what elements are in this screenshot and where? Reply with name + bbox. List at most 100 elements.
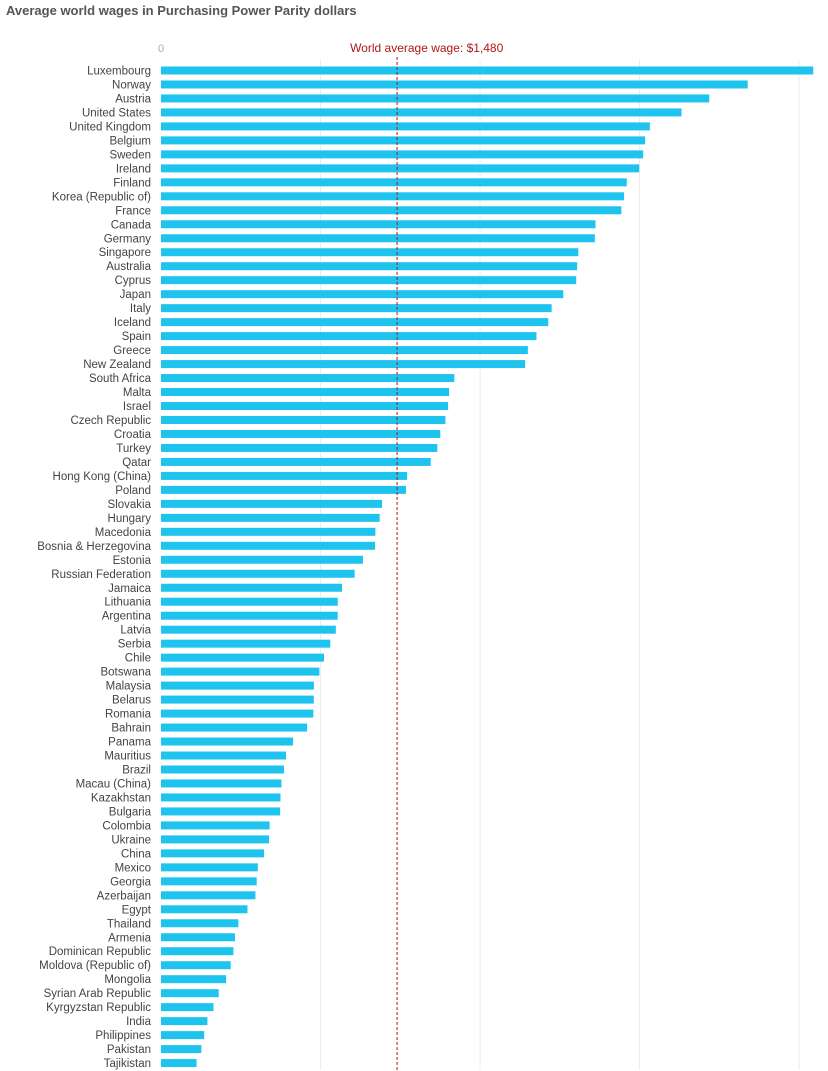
category-label: Armenia <box>108 932 151 944</box>
category-label: Brazil <box>122 764 151 776</box>
category-label: United Kingdom <box>69 121 151 133</box>
bar <box>161 849 265 858</box>
category-label: Lithuania <box>104 597 151 609</box>
bar <box>161 499 383 508</box>
bar <box>161 555 363 564</box>
category-label: Mexico <box>115 862 151 874</box>
bar <box>161 989 219 998</box>
bar <box>161 527 376 536</box>
category-label: Kazakhstan <box>91 792 151 804</box>
bar <box>161 779 282 788</box>
category-label: Finland <box>113 177 151 189</box>
category-label: Singapore <box>99 247 151 259</box>
bar <box>161 905 248 914</box>
bar <box>161 583 343 592</box>
bar <box>161 1045 202 1054</box>
category-label: Thailand <box>107 918 151 930</box>
bar <box>161 108 682 117</box>
bar <box>161 178 627 187</box>
category-label: Iceland <box>114 317 151 329</box>
bar <box>161 248 579 257</box>
category-label: Hungary <box>108 513 152 525</box>
bar <box>161 304 552 313</box>
category-label: Kyrgyzstan Republic <box>46 1002 151 1014</box>
category-label: Tajikistan <box>104 1058 151 1070</box>
bar <box>161 192 625 201</box>
bar <box>161 709 314 718</box>
category-label: Colombia <box>102 820 151 832</box>
category-label: Latvia <box>120 625 151 637</box>
category-label: Macedonia <box>95 527 152 539</box>
bar <box>161 877 257 886</box>
category-label: Luxembourg <box>87 65 151 77</box>
bar <box>161 457 431 466</box>
category-label: Belarus <box>112 695 151 707</box>
category-label: Italy <box>130 303 151 315</box>
bar <box>161 863 258 872</box>
bar <box>161 1017 208 1026</box>
bar <box>161 374 455 383</box>
bar <box>161 80 748 89</box>
category-label: Czech Republic <box>70 415 151 427</box>
category-label: Israel <box>123 401 151 413</box>
grid-lines <box>320 60 800 1071</box>
bar <box>161 206 622 215</box>
bar <box>161 597 338 606</box>
bar <box>161 891 256 900</box>
bar <box>161 290 564 299</box>
bar <box>161 150 644 159</box>
category-label: New Zealand <box>83 359 151 371</box>
bar <box>161 653 325 662</box>
bar <box>161 737 294 746</box>
category-label: Macau (China) <box>76 778 152 790</box>
bar <box>161 933 236 942</box>
category-label: Poland <box>115 485 151 497</box>
category-label: Qatar <box>122 457 151 469</box>
category-label: China <box>121 848 152 860</box>
category-label: Germany <box>104 233 152 245</box>
category-label: Bahrain <box>111 723 151 735</box>
bar <box>161 485 407 494</box>
category-label: Sweden <box>109 149 151 161</box>
category-label: Botswana <box>100 667 151 679</box>
category-label: Ireland <box>116 163 151 175</box>
category-label: Russian Federation <box>51 569 151 581</box>
bar <box>161 122 650 131</box>
category-label: Hong Kong (China) <box>53 471 152 483</box>
bar <box>161 793 281 802</box>
bar <box>161 94 710 103</box>
category-label: Austria <box>115 93 151 105</box>
category-label: Greece <box>113 345 151 357</box>
category-label: Pakistan <box>107 1044 151 1056</box>
bar <box>161 332 537 341</box>
bar <box>161 947 234 956</box>
category-label: Bosnia & Herzegovina <box>37 541 151 553</box>
chart-title: Average world wages in Purchasing Power … <box>6 3 357 18</box>
bar <box>161 835 269 844</box>
bar <box>161 234 595 243</box>
category-label: Bulgaria <box>109 806 152 818</box>
category-label: India <box>126 1016 152 1028</box>
bar <box>161 164 640 173</box>
bar <box>161 695 314 704</box>
category-label: Azerbaijan <box>97 890 151 902</box>
category-label: France <box>115 205 151 217</box>
category-labels: Luxembourg Norway Austria United States Unit… <box>37 65 152 1070</box>
bar <box>161 751 287 760</box>
bar <box>161 346 528 355</box>
category-label: Spain <box>122 331 151 343</box>
category-label: Dominican Republic <box>49 946 152 958</box>
bar <box>161 807 281 816</box>
category-label: Ukraine <box>111 834 151 846</box>
category-label: Malaysia <box>106 681 152 693</box>
category-label: Turkey <box>116 443 151 455</box>
bar <box>161 276 577 285</box>
bar <box>161 262 578 271</box>
category-label: Moldova (Republic of) <box>39 960 151 972</box>
bar <box>161 1031 205 1040</box>
category-label: Panama <box>108 737 151 749</box>
bar <box>161 136 646 145</box>
category-label: Mongolia <box>104 974 151 986</box>
category-label: Malta <box>123 387 152 399</box>
bar <box>161 402 449 411</box>
